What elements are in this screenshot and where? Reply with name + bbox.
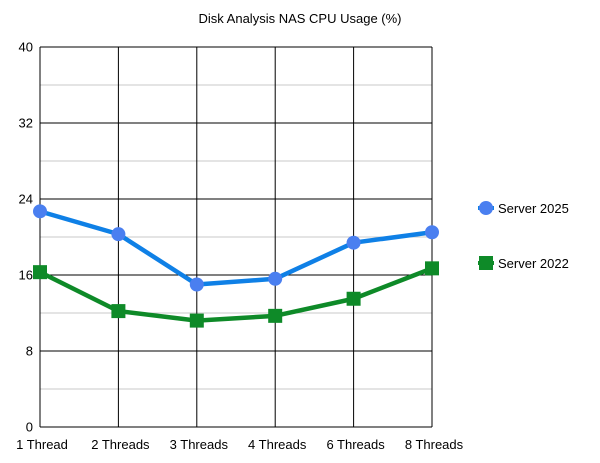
y-tick-label: 16 xyxy=(19,268,33,283)
legend: Server 2025 Server 2022 xyxy=(478,201,569,271)
x-tick-label: 2 Threads xyxy=(91,437,150,452)
x-tick-label: 6 Threads xyxy=(326,437,385,452)
data-point xyxy=(268,271,283,286)
x-tick-label: 8 Threads xyxy=(405,437,464,452)
data-point xyxy=(346,291,361,306)
data-point xyxy=(189,277,204,292)
y-tick-label: 0 xyxy=(26,420,33,435)
y-tick-label: 24 xyxy=(19,192,33,207)
data-point xyxy=(425,225,439,240)
data-point xyxy=(425,261,439,276)
legend-label: Server 2022 xyxy=(498,256,569,271)
data-point xyxy=(346,235,361,250)
legend-item: Server 2022 xyxy=(478,256,569,271)
series-line xyxy=(38,266,433,323)
data-point xyxy=(268,308,283,323)
chart-title: Disk Analysis NAS CPU Usage (%) xyxy=(199,11,402,26)
y-tick-label: 32 xyxy=(19,116,33,131)
series-line xyxy=(39,209,433,287)
y-axis-ticks: 0 8 16 24 32 40 xyxy=(19,40,33,435)
data-point xyxy=(189,313,204,328)
legend-marker xyxy=(479,201,493,215)
series-1 xyxy=(33,204,439,292)
data-point xyxy=(111,227,126,242)
data-point xyxy=(111,304,126,319)
series-group xyxy=(33,204,439,328)
x-tick-label: 1 Thread xyxy=(16,437,68,452)
x-axis-ticks: 1 Thread 2 Threads 3 Threads 4 Threads 6 Thr… xyxy=(16,437,464,452)
data-point xyxy=(33,265,47,280)
data-point xyxy=(33,204,47,219)
y-tick-label: 8 xyxy=(26,344,33,359)
x-tick-label: 3 Threads xyxy=(170,437,229,452)
y-tick-label: 40 xyxy=(19,40,33,55)
series-2 xyxy=(33,261,439,328)
legend-item: Server 2025 xyxy=(478,201,569,216)
legend-marker xyxy=(479,256,493,270)
grid-lines xyxy=(39,46,433,428)
x-tick-label: 4 Threads xyxy=(248,437,307,452)
legend-label: Server 2025 xyxy=(498,201,569,216)
